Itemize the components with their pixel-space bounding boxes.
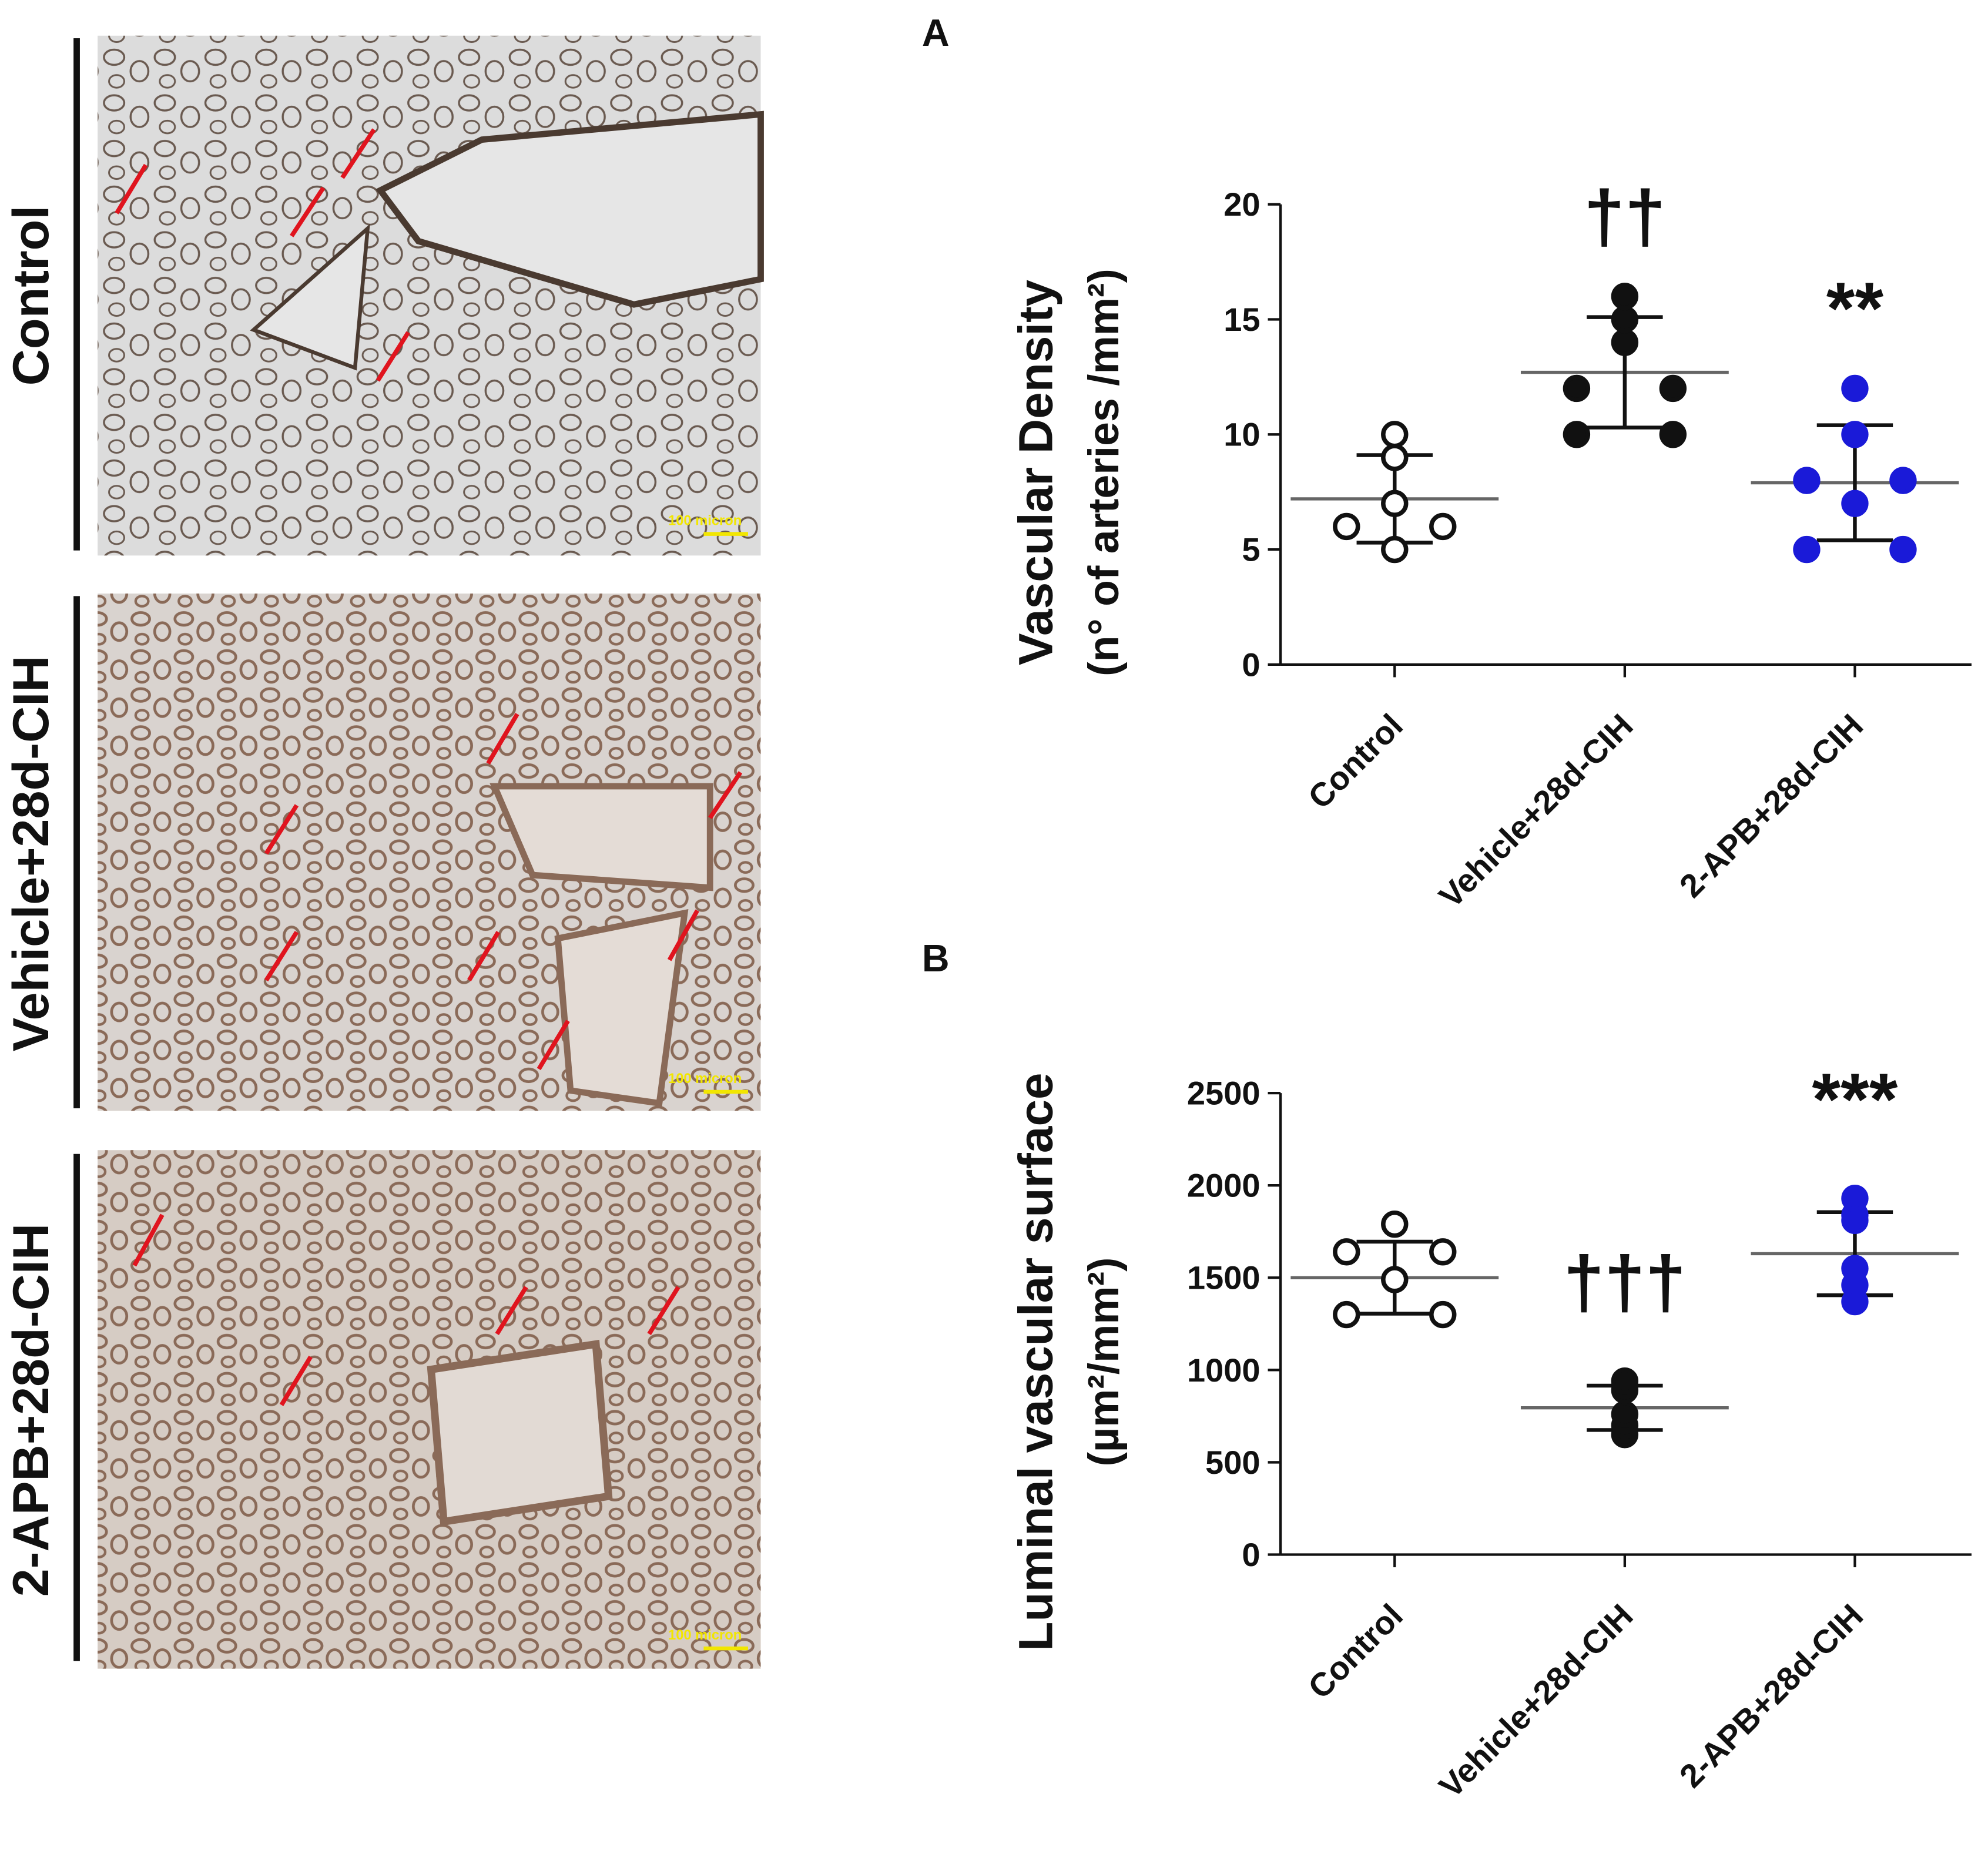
significance-label: ††† — [1563, 1241, 1686, 1323]
data-point — [1611, 283, 1639, 310]
y-tick-label: 10 — [1223, 416, 1260, 453]
data-point — [1889, 467, 1917, 494]
y-tick-label: 0 — [1242, 1536, 1260, 1573]
x-tick-label: Vehicle+28d-CIH — [1432, 707, 1640, 915]
micrograph-texture — [98, 1150, 761, 1669]
significance-label: †† — [1584, 176, 1665, 258]
data-point — [1429, 1300, 1457, 1329]
y-axis-title: Vascular Density — [1010, 280, 1063, 666]
data-point — [1429, 512, 1457, 541]
y-tick-label: 15 — [1223, 301, 1260, 338]
data-point — [1889, 535, 1917, 564]
y-tick-label: 2000 — [1187, 1167, 1260, 1204]
data-point — [1841, 1255, 1869, 1282]
data-point — [1563, 421, 1591, 448]
micrograph-panel — [73, 35, 764, 1669]
data-point — [1381, 421, 1409, 448]
significance-label: *** — [1812, 1058, 1898, 1141]
y-tick-label: 1500 — [1187, 1259, 1260, 1296]
y-axis-unit: (n° of arteries /mm²) — [1080, 269, 1128, 676]
data-point — [1611, 1367, 1639, 1395]
panel-letter: A — [922, 11, 950, 54]
data-point — [1611, 306, 1639, 333]
x-tick-label: Control — [1301, 1597, 1410, 1706]
data-point — [1841, 421, 1869, 448]
data-point — [1611, 328, 1639, 356]
data-point — [1381, 490, 1409, 517]
vessel — [490, 783, 713, 891]
data-point — [1793, 467, 1821, 494]
data-point — [1333, 1238, 1360, 1266]
data-point — [1333, 1300, 1360, 1329]
significance-label: ** — [1826, 267, 1884, 350]
y-tick-label: 2500 — [1187, 1075, 1260, 1112]
scale-bar-label: 100 micron — [668, 1071, 742, 1087]
group-label: 2-APB+28d-CIH — [3, 1223, 59, 1597]
micrograph-labels: Control 100 micron Vehicle+28d-CIH 100 micr… — [3, 206, 748, 1651]
data-point — [1611, 1400, 1639, 1428]
data-point — [1381, 535, 1409, 564]
vessel — [427, 1339, 613, 1526]
group-label: Control — [3, 206, 59, 386]
x-tick-label: Vehicle+28d-CIH — [1432, 1597, 1640, 1805]
arrows — [115, 128, 743, 1406]
data-point — [1841, 1184, 1869, 1212]
data-point — [1563, 374, 1591, 403]
group-label: Vehicle+28d-CIH — [3, 655, 59, 1051]
data-point — [1429, 1238, 1457, 1266]
group-bars — [73, 38, 80, 1661]
scale-bar-label: 100 micron — [668, 514, 742, 529]
data-point — [1841, 490, 1869, 517]
y-tick-label: 20 — [1223, 186, 1260, 223]
vessel — [250, 223, 370, 371]
y-tick-label: 1000 — [1187, 1352, 1260, 1389]
y-tick-label: 500 — [1205, 1444, 1260, 1481]
scale-bar-label: 100 micron — [668, 1628, 742, 1643]
panel-letter: B — [922, 937, 950, 980]
data-point — [1381, 1266, 1409, 1293]
data-point — [1333, 512, 1360, 541]
plots: A Vascular Density (n° of arteries /mm²) 0 5… — [922, 11, 1972, 1805]
x-tick-label: 2-APB+28d-CIH — [1672, 1597, 1870, 1795]
data-point — [1381, 1210, 1409, 1238]
data-point — [1381, 444, 1409, 471]
vessel — [376, 110, 764, 308]
y-tick-label: 0 — [1242, 646, 1260, 683]
data-point — [1659, 421, 1687, 448]
x-tick-label: Control — [1301, 707, 1410, 816]
data-point — [1659, 374, 1687, 403]
data-point — [1841, 374, 1869, 403]
y-axis-unit: (µm²/mm²) — [1080, 1258, 1128, 1467]
y-axis-title: Luminal vascular surface — [1010, 1072, 1063, 1651]
x-tick-label: 2-APB+28d-CIH — [1672, 707, 1870, 905]
vessel — [554, 908, 689, 1107]
data-point — [1793, 535, 1821, 564]
y-tick-label: 5 — [1242, 531, 1260, 568]
